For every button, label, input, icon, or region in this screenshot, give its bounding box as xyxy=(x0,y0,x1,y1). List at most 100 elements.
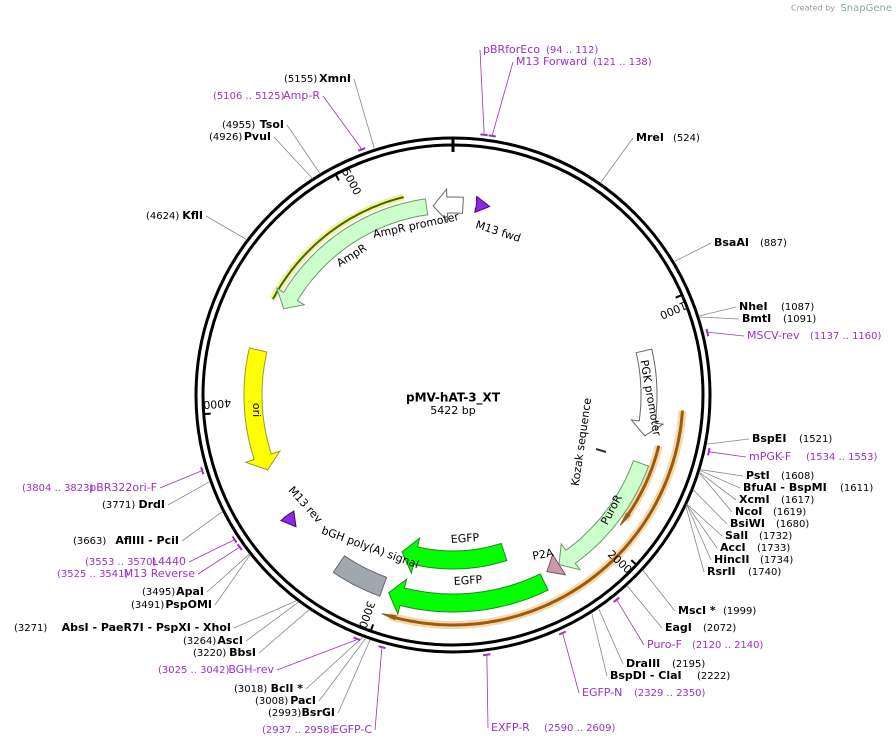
enzyme-leader xyxy=(673,242,712,263)
primer-leader xyxy=(491,61,514,136)
primer-name: MSCV-rev xyxy=(747,329,800,342)
feature-label: P2A xyxy=(531,546,555,563)
scale-label: 5000 xyxy=(339,167,364,198)
scale-label: 1000 xyxy=(658,299,689,322)
enzyme-position: (524) xyxy=(673,133,700,144)
primer-site xyxy=(353,636,361,642)
enzyme-position: (1999) xyxy=(723,606,756,617)
feature-arrow xyxy=(332,555,388,597)
enzyme-name: HincII xyxy=(714,553,750,566)
enzyme-name: DraIII xyxy=(626,657,660,670)
primer-leader xyxy=(374,648,383,731)
kozak-mark xyxy=(595,448,607,453)
primer-leader xyxy=(616,600,645,646)
enzyme-leader xyxy=(699,469,744,477)
enzyme-name: BbsI xyxy=(229,646,256,659)
primer-range: (1137 .. 1160) xyxy=(810,331,882,342)
enzyme-leader xyxy=(167,481,211,506)
watermark-prefix: Created by xyxy=(791,4,835,13)
feature-label: Kozak sequence xyxy=(569,397,594,487)
watermark-brand: SnapGene xyxy=(840,3,892,14)
enzyme-position: (3220) xyxy=(193,648,226,659)
enzyme-leader xyxy=(353,78,375,150)
primer-range: (1534 .. 1553) xyxy=(806,452,878,463)
enzyme-position: (3771) xyxy=(102,500,135,511)
enzyme-position: (1091) xyxy=(783,314,816,325)
enzyme-position: (1611) xyxy=(840,483,873,494)
primer-range: (3025 .. 3042) xyxy=(158,665,230,676)
primer-range: (121 .. 138) xyxy=(593,57,652,68)
enzyme-name: PvuI xyxy=(244,130,271,143)
scale-tick xyxy=(203,412,211,416)
primer-leader xyxy=(188,539,234,563)
enzyme-leader xyxy=(205,215,248,241)
enzyme-leader xyxy=(698,316,740,320)
enzyme-position: (1608) xyxy=(781,471,814,482)
primer-name: M13 Forward xyxy=(516,55,587,68)
scale-tick xyxy=(675,293,683,299)
scale-label: 4000 xyxy=(203,396,232,411)
feature-label: EGFP xyxy=(450,531,480,546)
feature-arrow xyxy=(546,553,567,576)
enzyme-name: MscI * xyxy=(678,604,716,617)
primer-leader xyxy=(486,655,489,729)
enzyme-leader xyxy=(642,569,676,612)
enzyme-name: BsaAI xyxy=(714,236,749,249)
feature-outline xyxy=(272,196,404,300)
enzyme-name: MreI xyxy=(636,131,664,144)
enzyme-leader xyxy=(286,124,321,175)
enzyme-leader xyxy=(626,585,663,629)
enzyme-position: (1734) xyxy=(760,555,793,566)
enzyme-position: (3018) xyxy=(234,684,267,695)
enzyme-position: (2195) xyxy=(672,659,705,670)
enzyme-leader xyxy=(245,601,300,642)
enzyme-leader xyxy=(699,470,741,489)
feature-label: EGFP xyxy=(453,573,483,588)
feature-arrow xyxy=(558,460,650,571)
feature-label: ori xyxy=(250,403,263,417)
enzyme-name: BclI * xyxy=(271,682,304,695)
primer-site xyxy=(612,596,620,603)
enzyme-name: SalI xyxy=(725,529,748,542)
enzyme-name: BsrGI xyxy=(302,706,335,719)
enzyme-position: (1087) xyxy=(781,302,814,313)
enzyme-position: (3663) xyxy=(73,536,106,547)
feature-label: bGH poly(A) signal xyxy=(320,524,421,571)
scale-tick xyxy=(369,624,375,632)
primer-range: (3553 .. 3570) xyxy=(85,557,157,568)
primer-site xyxy=(482,653,491,657)
enzyme-position: (1619) xyxy=(773,507,806,518)
enzyme-position: (2222) xyxy=(697,671,730,682)
primer-name: EGFP-C xyxy=(332,723,372,736)
enzyme-leader xyxy=(273,136,313,179)
feature-arrow xyxy=(474,195,491,214)
enzyme-position: (3008) xyxy=(255,696,288,707)
enzyme-leader xyxy=(206,553,250,593)
enzyme-leader xyxy=(214,554,251,606)
primer-leader xyxy=(276,639,357,671)
enzyme-position: (4926) xyxy=(209,132,242,143)
enzyme-name: AbsI - PaeR7I - PspXI - XhoI xyxy=(62,621,231,634)
primer-leader xyxy=(709,451,747,458)
enzyme-position: (887) xyxy=(760,238,787,249)
enzyme-leader xyxy=(598,607,624,665)
primer-name: M13 Reverse xyxy=(124,567,195,580)
enzyme-leader xyxy=(591,612,608,677)
primer-site xyxy=(558,630,567,636)
feature-arrow xyxy=(401,536,508,575)
primer-range: (2937 .. 2958) xyxy=(262,725,334,736)
primer-site xyxy=(480,133,488,137)
enzyme-leader xyxy=(698,306,737,317)
enzyme-name: AccI xyxy=(720,541,746,554)
primer-site xyxy=(705,328,710,337)
enzyme-position: (1521) xyxy=(799,434,832,445)
primer-name: Puro-F xyxy=(647,638,682,651)
feature-arrow xyxy=(243,347,282,471)
enzyme-leader xyxy=(318,637,367,702)
enzyme-name: BfuAI - BspMI xyxy=(743,481,827,494)
enzyme-name: XmnI xyxy=(319,72,351,85)
primer-site xyxy=(378,645,386,650)
enzyme-position: (1740) xyxy=(748,567,781,578)
enzyme-leader xyxy=(698,472,733,513)
